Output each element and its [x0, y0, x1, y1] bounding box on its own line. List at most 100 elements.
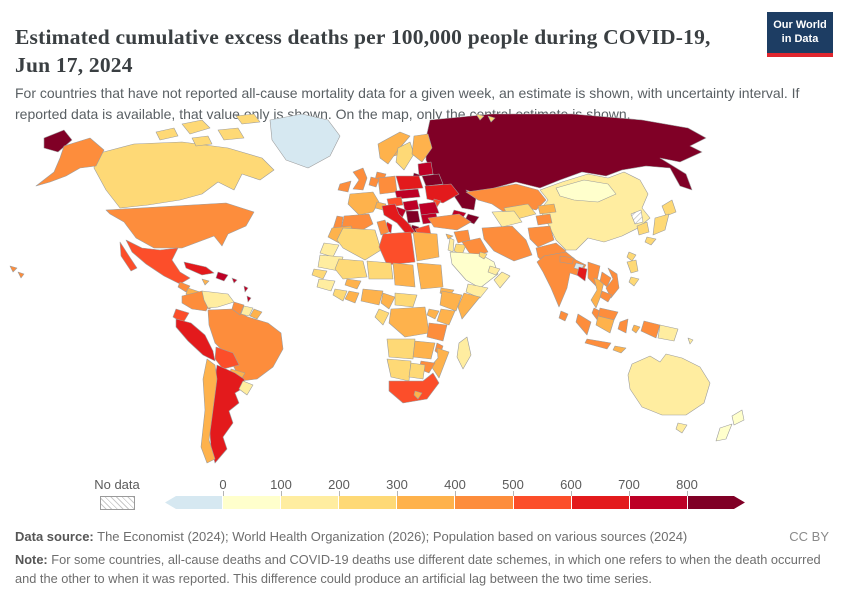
country-north-korea[interactable]	[630, 209, 644, 225]
country-poland[interactable]	[395, 175, 424, 191]
country-jamaica[interactable]	[201, 278, 210, 286]
legend-bin-b2[interactable]	[338, 496, 397, 509]
country-svalbard[interactable]	[475, 113, 485, 121]
legend-color-scale[interactable]: 0 100 200 300 400 500 600 700 800	[165, 477, 745, 511]
country-australia-tasmania[interactable]	[675, 422, 688, 434]
country-lesser-antilles[interactable]	[243, 285, 249, 293]
legend-bin-b6[interactable]	[570, 496, 629, 509]
country-usa[interactable]	[105, 202, 255, 249]
country-bangladesh[interactable]	[576, 266, 588, 282]
country-usa-hawaii[interactable]	[17, 271, 25, 279]
country-japan[interactable]	[661, 199, 677, 217]
country-venezuela[interactable]	[201, 290, 235, 309]
country-new-zealand[interactable]	[731, 409, 745, 426]
country-indonesia-papua[interactable]	[640, 320, 661, 339]
country-lebanon-israel[interactable]	[447, 237, 455, 253]
country-iran[interactable]	[481, 225, 533, 262]
country-burkina-faso[interactable]	[344, 278, 362, 290]
country-hungary[interactable]	[402, 199, 420, 212]
country-papua-new-guinea[interactable]	[657, 324, 679, 342]
legend-bin-b4[interactable]	[454, 496, 513, 509]
country-ghana-togo[interactable]	[344, 290, 360, 304]
legend-bin-b3[interactable]	[396, 496, 455, 509]
country-mali[interactable]	[334, 258, 368, 280]
country-uk[interactable]	[352, 167, 368, 191]
country-philippines[interactable]	[626, 259, 639, 274]
legend-bin-b0[interactable]	[222, 496, 281, 509]
country-drc[interactable]	[388, 306, 430, 338]
country-central-african-republic[interactable]	[394, 292, 418, 308]
country-vietnam[interactable]	[605, 267, 620, 299]
country-czech-slovakia[interactable]	[394, 188, 421, 200]
country-canada[interactable]	[93, 141, 275, 209]
country-usa-alaska[interactable]	[35, 137, 105, 187]
country-madagascar[interactable]	[456, 336, 472, 370]
country-peru[interactable]	[175, 318, 216, 362]
country-indonesia-maluku[interactable]	[631, 324, 641, 334]
country-baltic-states[interactable]	[417, 161, 434, 177]
country-uruguay[interactable]	[238, 380, 254, 396]
country-guyana[interactable]	[231, 301, 245, 316]
country-canada-arctic[interactable]	[155, 127, 179, 141]
country-sweden[interactable]	[395, 141, 415, 171]
country-guinea[interactable]	[316, 278, 336, 292]
country-somalia[interactable]	[457, 292, 481, 320]
country-nepal[interactable]	[559, 255, 575, 265]
country-hispaniola[interactable]	[215, 271, 229, 282]
country-niger[interactable]	[366, 260, 394, 280]
country-japan[interactable]	[644, 236, 657, 246]
country-cameroon[interactable]	[380, 292, 396, 310]
country-mexico-baja[interactable]	[119, 241, 138, 272]
country-serbia[interactable]	[405, 210, 421, 224]
country-philippines[interactable]	[628, 276, 640, 287]
country-mexico[interactable]	[125, 239, 191, 285]
country-tanzania[interactable]	[426, 322, 448, 342]
country-brazil[interactable]	[207, 308, 284, 382]
country-lesser-antilles[interactable]	[246, 295, 252, 303]
country-india[interactable]	[536, 251, 587, 308]
country-turkmenistan[interactable]	[491, 210, 523, 228]
country-taiwan[interactable]	[626, 251, 637, 262]
country-finland[interactable]	[411, 133, 433, 163]
country-botswana[interactable]	[408, 362, 426, 380]
country-greenland[interactable]	[269, 113, 341, 169]
country-svalbard[interactable]	[487, 115, 496, 123]
country-usa-hawaii[interactable]	[9, 265, 18, 273]
country-french-guiana[interactable]	[249, 308, 263, 320]
country-tunisia[interactable]	[376, 219, 390, 236]
country-egypt[interactable]	[412, 231, 440, 262]
country-nigeria[interactable]	[360, 288, 384, 306]
country-indonesia-kalimantan[interactable]	[595, 315, 615, 334]
country-sudan[interactable]	[416, 262, 444, 290]
country-ukraine[interactable]	[424, 183, 460, 204]
country-australia[interactable]	[627, 353, 711, 416]
legend-bin-b7[interactable]	[628, 496, 687, 509]
country-belarus[interactable]	[421, 173, 444, 187]
country-solomon-islands[interactable]	[687, 337, 694, 345]
legend-bin-neg[interactable]	[165, 496, 223, 509]
country-ireland[interactable]	[337, 180, 352, 193]
country-suriname[interactable]	[240, 305, 254, 317]
country-romania[interactable]	[418, 201, 440, 216]
country-new-zealand[interactable]	[715, 423, 733, 442]
country-canada-arctic[interactable]	[191, 135, 213, 147]
country-lesotho[interactable]	[413, 390, 423, 400]
country-indonesia-java[interactable]	[584, 338, 612, 350]
country-algeria[interactable]	[336, 227, 382, 261]
legend-no-data-swatch[interactable]	[100, 496, 135, 510]
country-namibia[interactable]	[386, 358, 412, 382]
country-indonesia-sumatra[interactable]	[575, 313, 592, 336]
country-canada-arctic[interactable]	[181, 119, 211, 135]
country-south-korea[interactable]	[636, 221, 650, 236]
owid-logo[interactable]: Our World in Data	[767, 12, 833, 57]
country-oman[interactable]	[493, 271, 511, 289]
legend-color-bar[interactable]	[165, 496, 745, 509]
country-indonesia-lesser-sunda[interactable]	[612, 345, 627, 354]
country-russia[interactable]	[425, 113, 707, 211]
country-bolivia[interactable]	[214, 346, 240, 370]
country-libya[interactable]	[378, 231, 416, 266]
country-ethiopia[interactable]	[439, 290, 463, 312]
country-gabon-congo[interactable]	[374, 308, 390, 326]
country-zambia[interactable]	[412, 340, 436, 360]
country-chad[interactable]	[392, 262, 416, 288]
